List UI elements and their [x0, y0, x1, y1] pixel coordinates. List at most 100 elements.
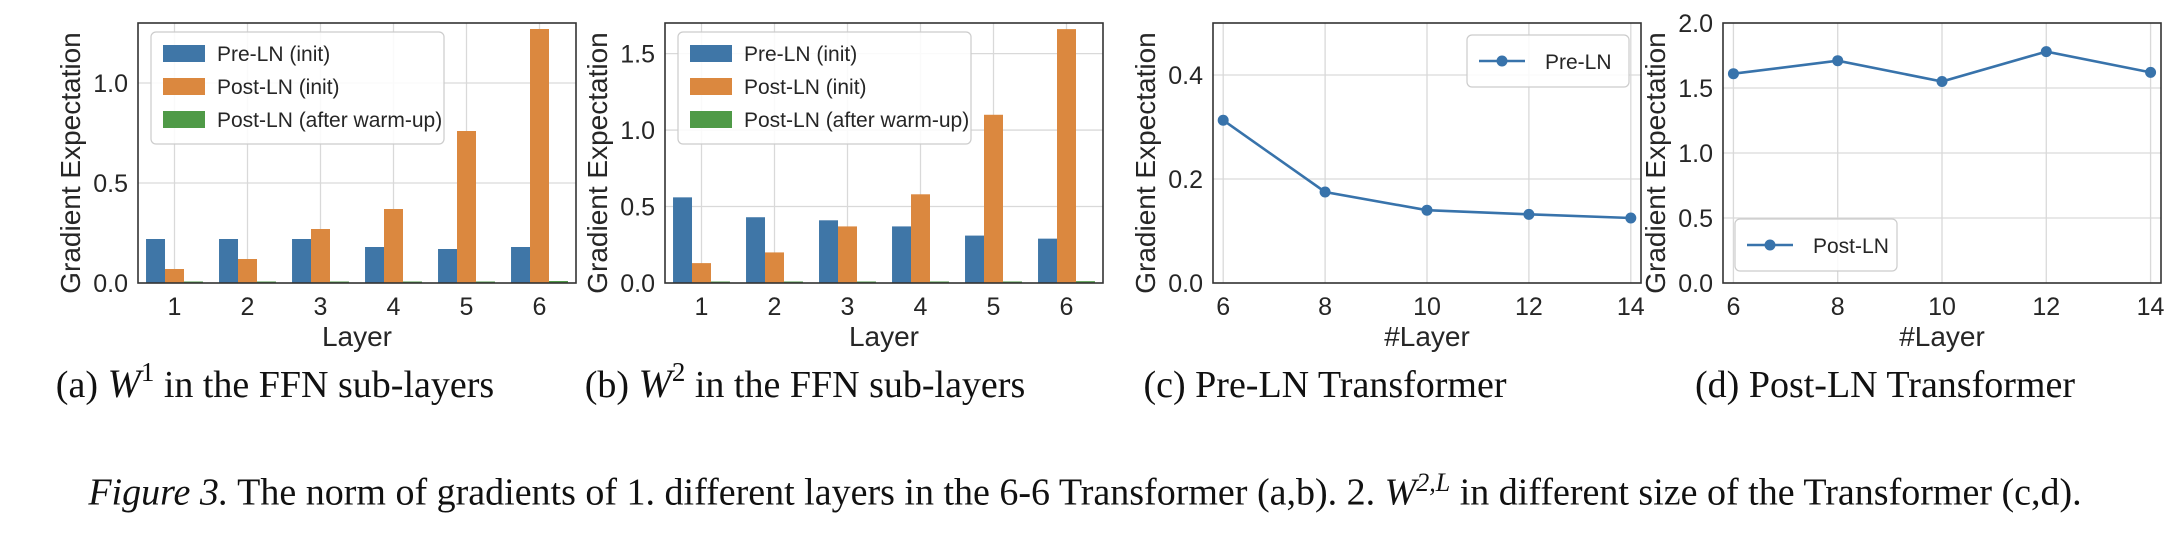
x-axis-label: Layer: [322, 321, 392, 352]
x-tick-label: 1: [695, 293, 709, 321]
y-tick-label: 2.0: [1678, 10, 1713, 38]
y-tick-label: 1.0: [1678, 140, 1713, 168]
bar-post-ln-init--layer-6: [1057, 29, 1076, 284]
bar-post-ln-init--layer-2: [765, 252, 784, 283]
subcaption-space: [1186, 364, 1196, 406]
data-point-post-ln-10: [1936, 76, 1948, 87]
legend-label: Pre-LN: [1545, 51, 1612, 74]
legend-label: Post-LN (init): [744, 76, 867, 99]
bar-post-ln-init--layer-3: [838, 226, 857, 283]
bar-pre-ln-init--layer-1: [673, 197, 693, 283]
subcaption-prefix: (c): [1143, 364, 1185, 406]
data-point-post-ln-8: [1832, 55, 1844, 67]
bar-post-ln-init--layer-5: [457, 131, 476, 283]
data-point-post-ln-6: [1727, 68, 1739, 80]
subcaption-prefix: (b): [585, 364, 629, 406]
bar-pre-ln-init--layer-5: [965, 235, 985, 283]
bar-post-ln-init--layer-5: [984, 114, 1003, 283]
figure-caption-text-1: The norm of gradients of 1. different la…: [228, 471, 1385, 514]
legend-label: Post-LN (after warm-up): [744, 109, 969, 132]
y-tick-label: 1.0: [620, 117, 655, 145]
legend-box: [150, 31, 445, 145]
subcaption-math-sup: 2: [672, 357, 686, 387]
x-tick-label: 5: [987, 293, 1001, 321]
bar-post-ln-after-warm-up--layer-6: [548, 281, 568, 283]
legend-marker: [1496, 55, 1508, 67]
x-tick-label: 4: [914, 293, 928, 321]
legend-label: Pre-LN (init): [744, 43, 857, 66]
subcaption-space: [98, 364, 108, 406]
x-tick-label: 8: [1831, 293, 1845, 321]
x-tick-label: 14: [2137, 293, 2165, 321]
legend-box: [1734, 218, 1898, 272]
x-tick-label: 6: [1726, 293, 1740, 321]
bar-post-ln-init--layer-3: [311, 229, 330, 283]
bar-post-ln-init--layer-2: [238, 259, 257, 283]
subcaption-text: in the FFN sub-layers: [695, 364, 1025, 406]
bar-post-ln-init--layer-4: [911, 194, 930, 283]
legend: Pre-LN: [1466, 34, 1630, 88]
x-tick-label: 14: [1617, 293, 1645, 321]
legend-box: [1466, 34, 1630, 88]
data-point-pre-ln-8: [1319, 186, 1331, 198]
y-axis-label: Gradient Expectation: [582, 32, 613, 294]
data-point-pre-ln-14: [1625, 212, 1637, 224]
bar-post-ln-init--layer-1: [692, 263, 711, 283]
data-point-pre-ln-12: [1523, 208, 1535, 220]
chart-c: 0.0 0.2 0.4 6 8 10 12 14 #Layer Gradient Expectat…: [1130, 22, 1645, 406]
x-tick-label: 12: [2032, 293, 2060, 321]
subcaption-space: [629, 364, 639, 406]
y-tick-label: 0.0: [1168, 270, 1203, 298]
bar-pre-ln-init--layer-6: [1038, 238, 1058, 283]
subcaption-prefix: (d): [1695, 364, 1739, 406]
x-tick-label: 6: [533, 293, 547, 321]
legend-swatch: [690, 111, 732, 128]
legend: Pre-LN (init) Post-LN (init) Post-LN (afte…: [677, 31, 972, 145]
data-point-post-ln-12: [2040, 46, 2052, 58]
y-axis-label: Gradient Expectation: [1130, 32, 1161, 294]
subcaption-text: Pre-LN Transformer: [1195, 364, 1507, 406]
subcaption-space: [685, 364, 695, 406]
data-point-pre-ln-10: [1421, 204, 1433, 216]
bar-post-ln-init--layer-4: [384, 209, 403, 283]
x-axis-label: #Layer: [1384, 321, 1470, 352]
figure-caption-math-sup: 2,L: [1416, 468, 1451, 497]
legend-label: Post-LN: [1813, 235, 1889, 258]
bar-pre-ln-init--layer-3: [292, 239, 312, 283]
x-tick-label: 3: [314, 293, 328, 321]
x-tick-label: 2: [768, 293, 782, 321]
legend: Pre-LN (init) Post-LN (init) Post-LN (afte…: [150, 31, 445, 145]
y-tick-label: 1.5: [1678, 75, 1713, 103]
legend-box: [677, 31, 972, 145]
data-point-pre-ln-6: [1217, 114, 1229, 126]
y-tick-label: 0.0: [1678, 270, 1713, 298]
subcaption-math-sup: 1: [141, 357, 155, 387]
legend-label: Pre-LN (init): [217, 43, 330, 66]
subcaption-text: Post-LN Transformer: [1749, 364, 2076, 406]
y-tick-label: 1.0: [93, 70, 128, 98]
plot-frame: [1212, 22, 1642, 284]
subcaption-space: [1739, 364, 1749, 406]
legend-marker: [1764, 239, 1776, 251]
subcaption-prefix: (a): [56, 364, 98, 406]
x-tick-label: 8: [1318, 293, 1332, 321]
legend-swatch: [163, 111, 205, 128]
subcaption-math-base: W: [107, 361, 144, 406]
subcaption-b: (b) W2 in the FFN sub-layers: [585, 357, 1026, 406]
x-tick-label: 1: [168, 293, 182, 321]
x-tick-label: 12: [1515, 293, 1543, 321]
x-tick-label: 3: [841, 293, 855, 321]
y-tick-label: 0.2: [1168, 166, 1203, 194]
figure-caption: Figure 3. The norm of gradients of 1. di…: [0, 468, 2170, 515]
x-tick-label: 5: [460, 293, 474, 321]
y-tick-label: 0.5: [620, 194, 655, 222]
bar-post-ln-init--layer-6: [530, 29, 549, 283]
subcaption-c: (c) Pre-LN Transformer: [1143, 364, 1506, 406]
x-tick-label: 6: [1060, 293, 1074, 321]
x-axis-label: #Layer: [1899, 321, 1985, 352]
x-tick-label: 4: [387, 293, 401, 321]
x-tick-label: 2: [241, 293, 255, 321]
chart-d: 0.0 0.5 1.0 1.5 2.0 6 8 10 12 14 #Layer Gradient Ex…: [1640, 10, 2165, 406]
legend-label: Post-LN (after warm-up): [217, 109, 442, 132]
